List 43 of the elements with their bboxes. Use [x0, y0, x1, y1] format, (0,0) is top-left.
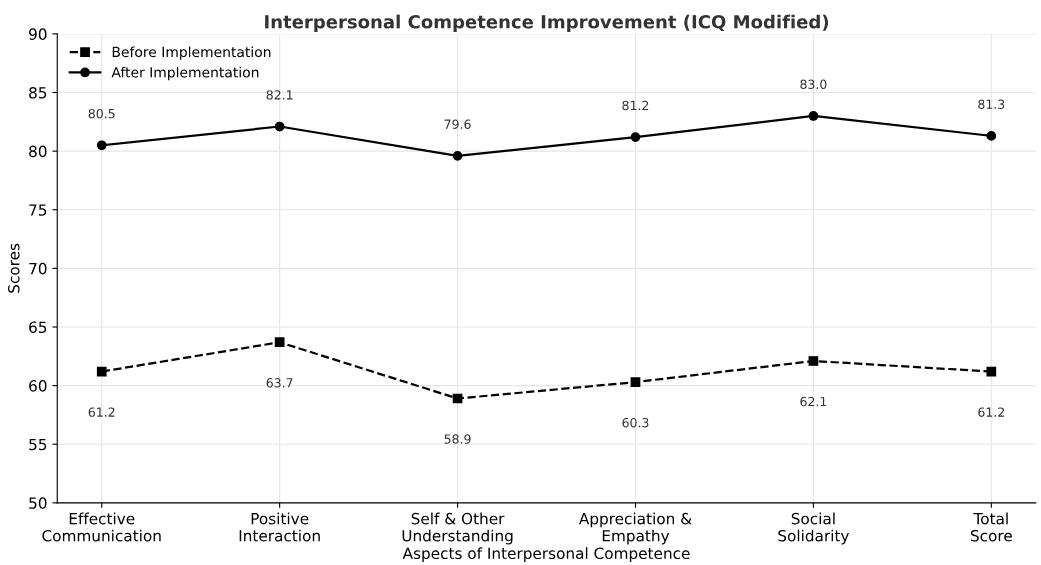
point [96, 366, 107, 377]
chart-title: Interpersonal Competence Improvement (ICQ Modified) [265, 14, 829, 33]
point [274, 337, 285, 348]
x-axis-title: Aspects of Interpersonal Competence [402, 547, 690, 563]
point [808, 111, 819, 121]
x-tick-label: Self & Other Understanding [402, 512, 513, 545]
data-label: 81.2 [622, 100, 649, 111]
point [986, 131, 997, 141]
data-label: 80.5 [88, 108, 115, 119]
point [96, 140, 107, 151]
y-tick-label: 50 [29, 497, 47, 509]
data-label: 58.9 [444, 434, 471, 444]
data-label: 81.3 [978, 99, 1005, 109]
data-label: 62.1 [800, 396, 827, 407]
x-tick-label: Appreciation & Empathy [578, 512, 692, 545]
point [274, 121, 285, 132]
point [630, 132, 641, 142]
x-tick-label: Positive Interaction [239, 512, 320, 542]
point [808, 356, 819, 366]
y-tick-label: 80 [29, 145, 47, 158]
y-tick-label: 60 [29, 380, 47, 392]
y-tick-label: 85 [29, 86, 47, 99]
x-tick-label: Total Score [970, 512, 1012, 542]
data-label: 61.2 [88, 407, 115, 417]
y-tick-label: 75 [29, 204, 47, 216]
x-tick-label: Social Solidarity [778, 512, 850, 545]
legend-label: Before Implementation [112, 46, 271, 60]
data-label: 83.0 [800, 79, 827, 90]
point [986, 366, 997, 377]
legend-label: After Implementation [111, 66, 259, 81]
data-label: 79.6 [444, 119, 471, 129]
data-label: 60.3 [622, 417, 649, 428]
data-label: 82.1 [266, 90, 293, 100]
y-axis-title: Scores [8, 243, 20, 293]
y-tick-label: 70 [29, 262, 47, 275]
data-label: 63.7 [266, 378, 293, 388]
y-tick-label: 65 [29, 321, 47, 334]
y-tick-label: 55 [29, 438, 47, 451]
data-label: 61.2 [978, 407, 1004, 417]
y-tick-label: 90 [29, 28, 47, 40]
x-tick-label: Effective Communication [42, 512, 161, 542]
point [630, 377, 641, 387]
point [452, 150, 463, 161]
